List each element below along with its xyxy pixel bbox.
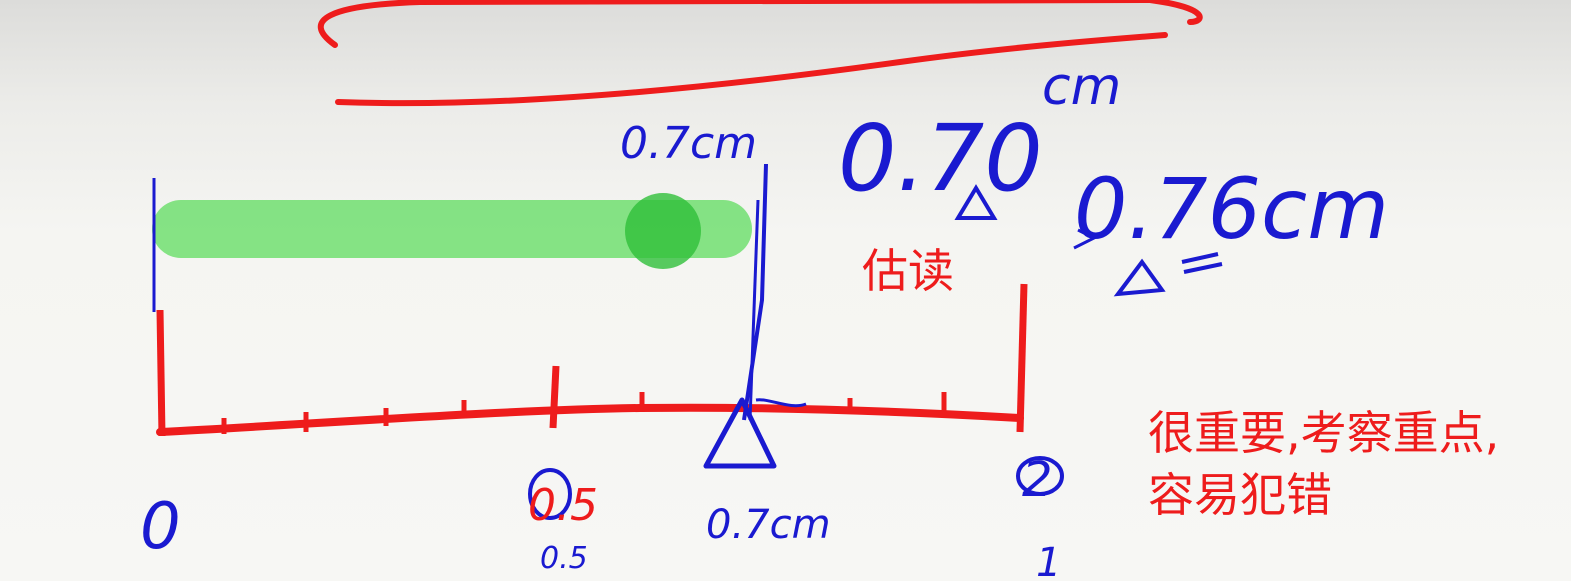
blue-small-triangle xyxy=(954,184,998,220)
red-underline xyxy=(335,32,1168,107)
blue-small-triangle xyxy=(1113,258,1166,297)
blue-scribble xyxy=(755,398,807,408)
reading-top-text: 0.7cm xyxy=(620,118,757,169)
important-note-line1: 很重要,考察重点, xyxy=(1148,406,1500,460)
blue-end-line-2 xyxy=(748,199,760,421)
green-measured-bar xyxy=(152,200,752,258)
blue-circle-half xyxy=(528,468,572,520)
ruler-left-end xyxy=(156,309,166,437)
reading-two-decimals-unit: cm xyxy=(1042,57,1121,117)
green-end-dot xyxy=(625,193,701,269)
half-mark-text: 0.5 xyxy=(540,541,588,576)
red-ruler xyxy=(156,283,1028,437)
scale-end-circled: 2 xyxy=(1022,452,1053,508)
reading-two-decimals-text: 0.70 xyxy=(838,105,1043,212)
scale-half: 0.5 xyxy=(528,480,598,531)
reading-alt-text: 0.76cm xyxy=(1074,160,1389,258)
reading-bottom-text: 0.7cm xyxy=(706,502,831,548)
red-top-curve xyxy=(318,0,1203,48)
important-note: 很重要,考察重点, 容易犯错 xyxy=(1148,402,1499,526)
blue-circle-end xyxy=(1016,456,1064,496)
blue-dash xyxy=(1181,252,1223,274)
blue-triangle-pointer xyxy=(703,397,777,469)
scale-end: 1 xyxy=(1036,540,1061,581)
ruler-right-end xyxy=(1016,283,1028,433)
ruler-mid-tick xyxy=(549,365,560,429)
scale-zero: 0 xyxy=(140,490,181,564)
important-note-line2: 容易犯错 xyxy=(1148,468,1332,522)
estimate-label: 估读 xyxy=(862,244,954,298)
blue-tick-mark xyxy=(1073,228,1098,250)
ruler-baseline xyxy=(156,403,1024,436)
